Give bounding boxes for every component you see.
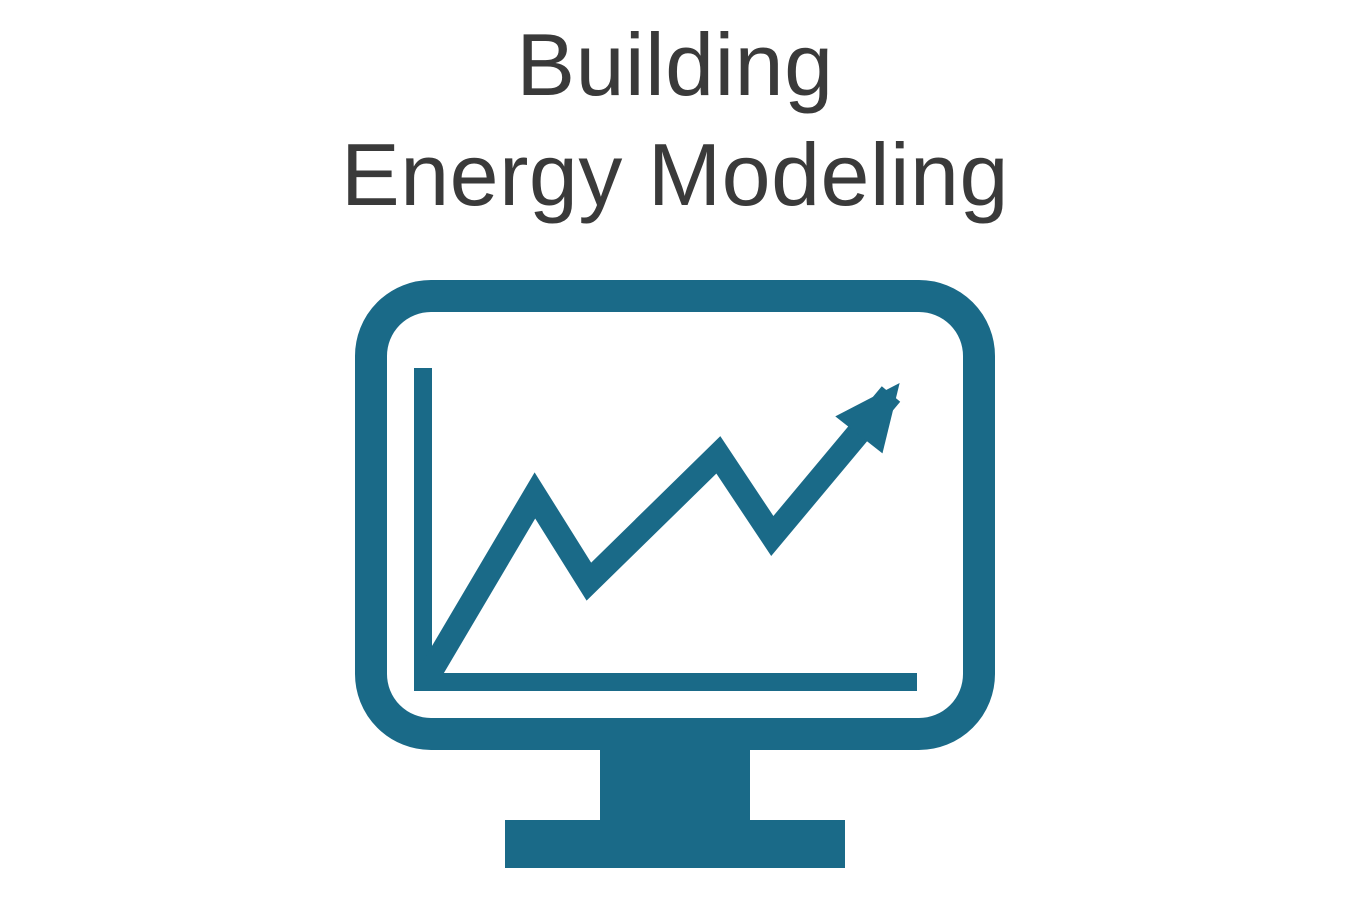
page-title: Building Energy Modeling	[341, 10, 1009, 230]
title-line-2: Energy Modeling	[341, 120, 1009, 230]
title-line-1: Building	[341, 10, 1009, 120]
monitor-chart-icon	[295, 260, 1055, 905]
